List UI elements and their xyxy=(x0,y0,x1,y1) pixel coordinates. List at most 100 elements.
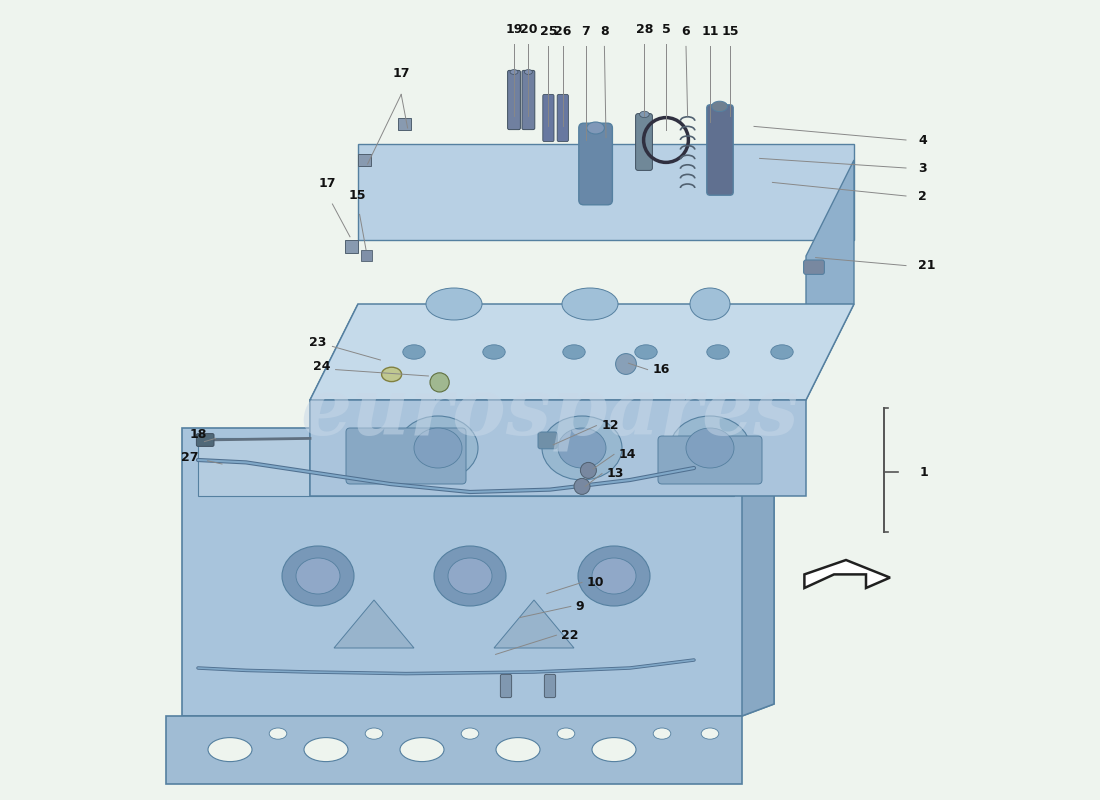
Text: 25: 25 xyxy=(540,26,557,38)
Ellipse shape xyxy=(382,367,402,382)
Text: 8: 8 xyxy=(601,26,608,38)
Text: 20: 20 xyxy=(519,23,537,36)
FancyBboxPatch shape xyxy=(507,70,520,130)
FancyBboxPatch shape xyxy=(658,436,762,484)
Polygon shape xyxy=(358,144,854,240)
Ellipse shape xyxy=(712,101,727,111)
Ellipse shape xyxy=(707,345,729,359)
FancyBboxPatch shape xyxy=(361,250,373,261)
Ellipse shape xyxy=(542,416,621,480)
Ellipse shape xyxy=(400,738,444,762)
Ellipse shape xyxy=(686,428,734,468)
Text: 27: 27 xyxy=(182,451,199,464)
Text: eurospares: eurospares xyxy=(300,374,800,450)
Circle shape xyxy=(581,462,596,478)
FancyBboxPatch shape xyxy=(345,240,358,253)
Text: 16: 16 xyxy=(652,363,670,376)
Text: 4: 4 xyxy=(918,134,926,146)
FancyBboxPatch shape xyxy=(636,114,652,170)
Text: 26: 26 xyxy=(554,26,572,38)
Ellipse shape xyxy=(525,70,532,74)
Text: 19: 19 xyxy=(505,23,522,36)
Circle shape xyxy=(616,354,637,374)
Ellipse shape xyxy=(365,728,383,739)
Text: 21: 21 xyxy=(918,259,935,272)
FancyBboxPatch shape xyxy=(707,105,734,195)
Circle shape xyxy=(574,478,590,494)
Text: 24: 24 xyxy=(314,360,331,373)
Text: 11: 11 xyxy=(702,26,718,38)
Circle shape xyxy=(430,373,449,392)
Text: 9: 9 xyxy=(575,600,584,613)
Ellipse shape xyxy=(483,345,505,359)
Ellipse shape xyxy=(304,738,348,762)
Text: 7: 7 xyxy=(582,26,591,38)
Ellipse shape xyxy=(296,558,340,594)
Ellipse shape xyxy=(563,345,585,359)
FancyBboxPatch shape xyxy=(346,428,466,484)
Ellipse shape xyxy=(426,288,482,320)
Ellipse shape xyxy=(558,728,575,739)
Ellipse shape xyxy=(771,345,793,359)
Ellipse shape xyxy=(398,416,478,480)
FancyBboxPatch shape xyxy=(558,94,569,142)
Ellipse shape xyxy=(510,70,518,74)
FancyBboxPatch shape xyxy=(804,260,824,274)
Ellipse shape xyxy=(403,345,426,359)
Text: 22: 22 xyxy=(561,629,579,642)
Polygon shape xyxy=(804,560,890,588)
Ellipse shape xyxy=(592,738,636,762)
Ellipse shape xyxy=(208,738,252,762)
FancyBboxPatch shape xyxy=(544,674,556,698)
Text: 13: 13 xyxy=(607,467,624,480)
FancyBboxPatch shape xyxy=(542,94,554,142)
Ellipse shape xyxy=(461,728,478,739)
Ellipse shape xyxy=(496,738,540,762)
Text: 23: 23 xyxy=(309,336,327,349)
Ellipse shape xyxy=(670,416,750,480)
Ellipse shape xyxy=(414,428,462,468)
Text: 14: 14 xyxy=(619,448,636,461)
Polygon shape xyxy=(806,160,854,400)
Polygon shape xyxy=(166,716,742,784)
Polygon shape xyxy=(310,400,806,496)
Text: 15: 15 xyxy=(722,26,739,38)
FancyBboxPatch shape xyxy=(538,432,558,449)
Ellipse shape xyxy=(282,546,354,606)
Ellipse shape xyxy=(639,111,649,118)
FancyBboxPatch shape xyxy=(579,123,613,205)
Text: 12: 12 xyxy=(602,419,618,432)
FancyBboxPatch shape xyxy=(197,434,215,446)
Ellipse shape xyxy=(592,558,636,594)
Text: 18: 18 xyxy=(189,428,207,441)
Polygon shape xyxy=(742,428,774,716)
Text: 5: 5 xyxy=(661,23,670,36)
Polygon shape xyxy=(198,438,734,496)
Ellipse shape xyxy=(448,558,492,594)
Text: 2: 2 xyxy=(918,190,926,202)
Ellipse shape xyxy=(701,728,718,739)
Polygon shape xyxy=(310,304,358,496)
Polygon shape xyxy=(310,304,854,400)
Ellipse shape xyxy=(635,345,657,359)
FancyBboxPatch shape xyxy=(522,70,535,130)
Polygon shape xyxy=(334,600,414,648)
Ellipse shape xyxy=(270,728,287,739)
Text: 17: 17 xyxy=(393,67,410,80)
FancyBboxPatch shape xyxy=(358,154,371,166)
Ellipse shape xyxy=(653,728,671,739)
Text: 3: 3 xyxy=(918,162,926,174)
Ellipse shape xyxy=(558,428,606,468)
Text: 6: 6 xyxy=(682,26,691,38)
Polygon shape xyxy=(494,600,574,648)
Ellipse shape xyxy=(434,546,506,606)
Ellipse shape xyxy=(586,122,604,134)
Text: 10: 10 xyxy=(586,576,604,589)
Text: 17: 17 xyxy=(319,178,337,190)
Ellipse shape xyxy=(562,288,618,320)
Ellipse shape xyxy=(690,288,730,320)
Text: 28: 28 xyxy=(636,23,653,36)
Ellipse shape xyxy=(578,546,650,606)
Polygon shape xyxy=(182,428,774,716)
FancyBboxPatch shape xyxy=(500,674,512,698)
